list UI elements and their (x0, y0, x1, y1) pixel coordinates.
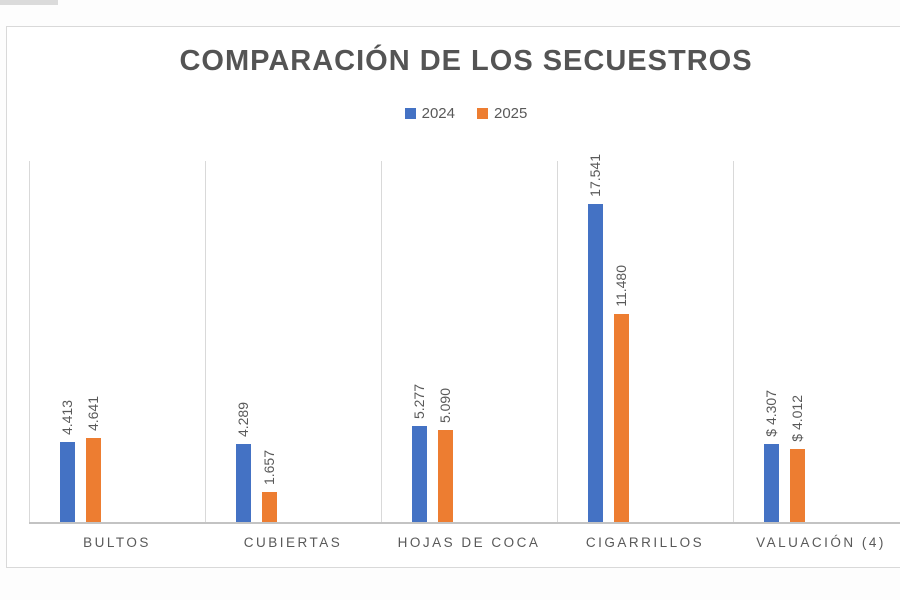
legend-swatch-2024 (404, 108, 416, 119)
bar-2025-cubiertas (262, 492, 277, 522)
plot-area: 4.413 4.641 4.289 1.657 5.277 5.090 17.541 11.4… (29, 154, 900, 524)
legend-label-2025: 2025 (494, 105, 528, 122)
bar-2024-valuaci-n-4 (764, 444, 779, 522)
category-cell-cigarrillos: 17.541 11.480 (557, 154, 733, 522)
category-cell-hojas-de-coca: 5.277 5.090 (381, 161, 557, 522)
bar-2024-hojas-de-coca (412, 426, 427, 522)
category-cell-valuaci-n-4: $ 4.307 $ 4.012 (733, 161, 900, 522)
bar-2025-valuaci-n-4 (790, 449, 805, 522)
x-label-cigarrillos: CIGARRILLOS (585, 535, 705, 550)
x-label-bultos: BULTOS (83, 535, 151, 550)
legend-label-2024: 2024 (421, 105, 455, 122)
category-cell-cubiertas: 4.289 1.657 (205, 161, 381, 522)
value-label-2025-valuaci-n-4: $ 4.012 (789, 395, 805, 442)
value-label-2024-valuaci-n-4: $ 4.307 (763, 390, 779, 437)
legend-swatch-2025 (477, 108, 488, 119)
x-axis-labels: BULTOS CUBIERTAS HOJAS DE COCA CIGARRILLOS V… (29, 535, 900, 559)
x-label-cubiertas: CUBIERTAS (243, 535, 343, 550)
legend-item-2025: 2025 (477, 105, 527, 122)
x-label-hojas-de-coca: HOJAS DE COCA (397, 535, 541, 550)
bar-2024-bultos (60, 442, 75, 522)
value-label-2025-cigarrillos: 11.480 (613, 265, 629, 307)
chart-title: COMPARACIÓN DE LOS SECUESTROS (179, 45, 753, 77)
legend-item-2024: 2024 (404, 105, 455, 122)
value-label-2025-cubiertas: 1.657 (261, 449, 277, 485)
bar-2024-cubiertas (236, 444, 251, 522)
bar-2025-cigarrillos (614, 314, 629, 522)
value-label-2024-hojas-de-coca: 5.277 (411, 383, 427, 419)
category-cell-bultos: 4.413 4.641 (29, 161, 205, 522)
value-label-2025-bultos: 4.641 (85, 395, 101, 431)
bar-2024-cigarrillos (588, 204, 603, 522)
value-label-2025-hojas-de-coca: 5.090 (437, 387, 453, 423)
value-label-2024-cubiertas: 4.289 (235, 401, 251, 437)
x-label-valuaci-n-4: VALUACIÓN (4) (756, 535, 886, 550)
screen-edge-artifact (0, 0, 58, 5)
value-label-2024-bultos: 4.413 (59, 399, 75, 435)
chart-frame: COMPARACIÓN DE LOS SECUESTROS 2024 2025 4… (6, 26, 900, 568)
legend: 2024 2025 (7, 105, 900, 122)
value-label-2024-cigarrillos: 17.541 (587, 154, 603, 197)
bar-2025-hojas-de-coca (438, 430, 453, 522)
bar-2025-bultos (86, 438, 101, 522)
